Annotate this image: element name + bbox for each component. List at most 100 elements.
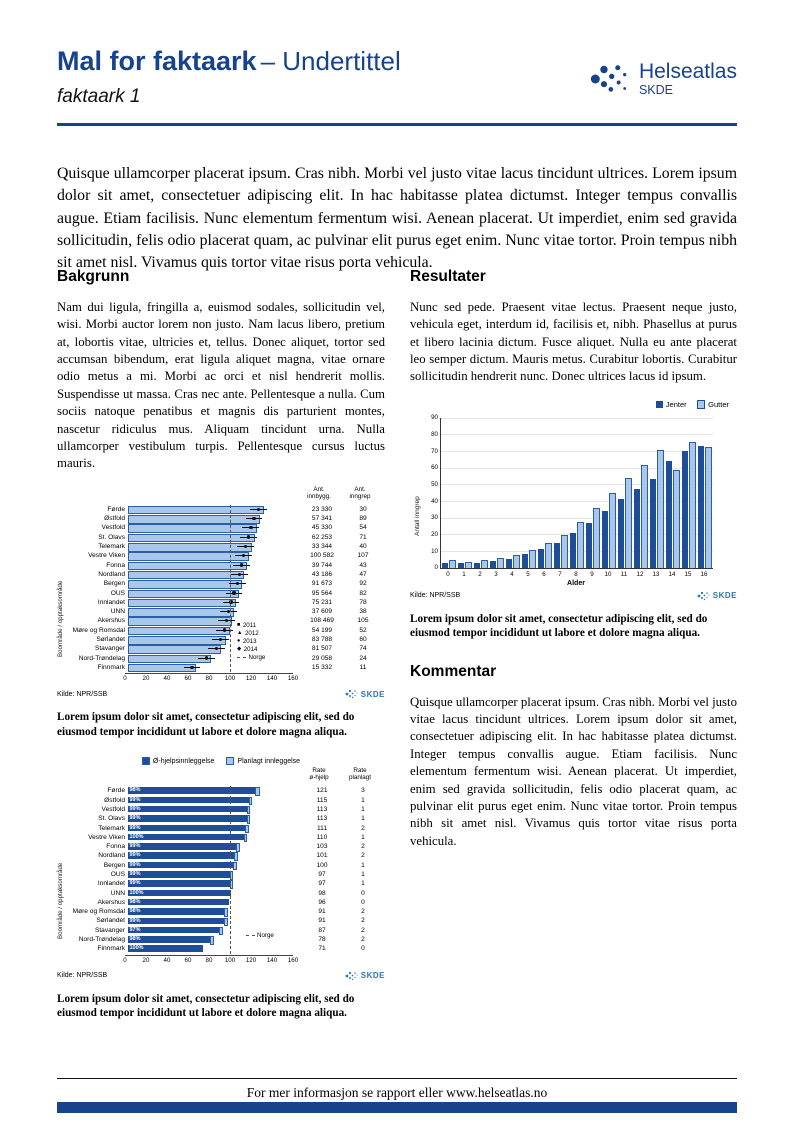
fig1-rows: Førde 23 330 30 Østfold 57 341 89 Vestfold 45 3… (57, 504, 385, 673)
bar-percent-label: 99% (129, 880, 141, 887)
bar-emergency: 99% (128, 843, 237, 850)
bar-emergency: 98% (128, 908, 224, 915)
column-header-line: Rate (353, 767, 367, 775)
bar-planned (234, 852, 239, 861)
legend-label: Jenter (665, 399, 687, 409)
legend-marker: ◆ (237, 646, 242, 653)
cell-value: 96 (318, 898, 326, 906)
source-row: Kilde: NPR/SSB SKDE (410, 590, 737, 602)
chart-row: Telemark 99% 111 2 (57, 823, 385, 834)
bar-jenter (474, 562, 480, 568)
axis-tick-label: 20 (431, 530, 438, 538)
bar-gutter (656, 450, 664, 568)
chart-row: Førde 98% 121 3 (57, 786, 385, 796)
cell-value: 81 507 (311, 645, 333, 653)
skde-logo-text: SKDE (360, 689, 385, 699)
cell-value: 2 (361, 824, 365, 832)
cell-value: 113 (316, 805, 328, 813)
bar-jenter (586, 522, 592, 568)
fig2-rows: Førde 98% 121 3 Østfold 99% 115 1 Vestfold 99% 113… (57, 786, 385, 954)
row-label: Vestfold (101, 805, 125, 813)
row-plot: 99% (128, 870, 296, 880)
axis-tick-label: 70 (431, 447, 438, 455)
row-label: UNN (110, 889, 125, 897)
bar-emergency: 99% (128, 852, 235, 859)
cell-value: 71 (318, 945, 326, 953)
axis-tick-label: 15 (684, 570, 692, 578)
fig2-column-headers: Rate ø-hjelp Rate planlagt (57, 767, 385, 784)
cell-value: 52 (359, 626, 367, 634)
page-subtitle: – Undertittel (260, 46, 401, 76)
cell-value: 1 (361, 861, 365, 869)
bar-group (601, 493, 617, 568)
row-label: Nord-Trøndelag (78, 654, 125, 662)
row-label: Telemark (98, 824, 125, 832)
row-plot: 98% (128, 907, 296, 917)
axis-tick-label: 12 (636, 570, 644, 578)
skde-dots-icon (345, 689, 358, 699)
bar-jenter (698, 446, 704, 568)
row-plot: 99% (128, 879, 296, 889)
row-plot (128, 514, 296, 524)
source-label: Kilde: NPR/SSB (410, 592, 461, 600)
row-plot (128, 505, 296, 515)
bar-percent-label: 100% (129, 945, 144, 952)
footer-text: For mer informasjon se rapport eller www… (246, 1085, 548, 1100)
row-label: Nordland (98, 570, 125, 578)
axis-tick-label: 140 (266, 675, 278, 683)
row-plot (128, 551, 296, 561)
cell-value: 1 (361, 880, 365, 888)
section-heading-bakgrunn: Bakgrunn (57, 268, 130, 285)
bar-jenter (666, 461, 672, 568)
source-label: Kilde: NPR/SSB (57, 972, 108, 980)
cell-value: 40 (359, 543, 367, 551)
row-label: Møre og Romsdal (72, 626, 125, 634)
fig2-caption: Lorem ipsum dolor sit amet, consectetur … (57, 992, 355, 1020)
chart-row: Førde 23 330 30 (57, 505, 385, 515)
bar-planned (246, 805, 251, 815)
title-line: Mal for faktaark – Undertittel (57, 46, 401, 77)
legend-label: Planlagt innleggelse (237, 757, 301, 765)
chart-row: Fonna 39 744 43 (57, 560, 385, 571)
cell-value: 23 330 (311, 505, 333, 513)
bar-group (537, 543, 553, 568)
fig1-column-headers: Ant. innbygg. Ant. inngrep (57, 486, 385, 503)
cell-value: 1 (361, 815, 365, 823)
y-axis-label: Boområde / opptaksområde (57, 862, 64, 940)
cell-value: 0 (361, 898, 365, 906)
legend-label: Ø-hjelpsinnleggelse (152, 757, 215, 765)
axis-tick-label: 10 (431, 547, 438, 555)
bar (128, 561, 247, 571)
cell-value: 45 330 (311, 524, 333, 532)
bar-gutter (480, 560, 488, 568)
legend-item: Ø-hjelpsinnleggelse (141, 757, 215, 766)
source-row: Kilde: NPR/SSB SKDE (57, 688, 385, 700)
point-marker (227, 609, 231, 614)
bar-gutter (528, 550, 536, 568)
x-axis-label: Alder (567, 579, 585, 587)
right-column: Resultater Nunc sed pede. Praesent vitae… (410, 268, 737, 863)
chart-row: Nord-Trøndelag 29 058 24 (57, 653, 385, 664)
bar (128, 589, 240, 599)
cell-value: 24 (359, 654, 367, 662)
skde-dots-icon (697, 591, 710, 600)
row-plot (128, 542, 296, 552)
bar-gutter (512, 555, 520, 568)
bar-percent-label: 99% (129, 796, 141, 803)
row-label: Vestre Viken (88, 552, 125, 560)
bar (128, 543, 252, 552)
cell-value: 91 (318, 908, 326, 916)
row-label: Vestre Viken (88, 833, 125, 841)
axis-tick-label: 0 (446, 570, 450, 578)
axis-tick-label: 40 (431, 497, 438, 505)
cell-value: 110 (316, 833, 328, 841)
axis-tick-label: 14 (668, 570, 676, 578)
bar-groups (441, 418, 713, 568)
axis-tick-label: 80 (431, 430, 438, 438)
bar-group (697, 446, 713, 568)
cell-value: 1 (361, 796, 365, 804)
bar-emergency: 99% (128, 861, 233, 869)
cell-value: 78 (318, 936, 326, 944)
cell-value: 92 (359, 580, 367, 588)
axis-tick-label: 50 (431, 480, 438, 488)
